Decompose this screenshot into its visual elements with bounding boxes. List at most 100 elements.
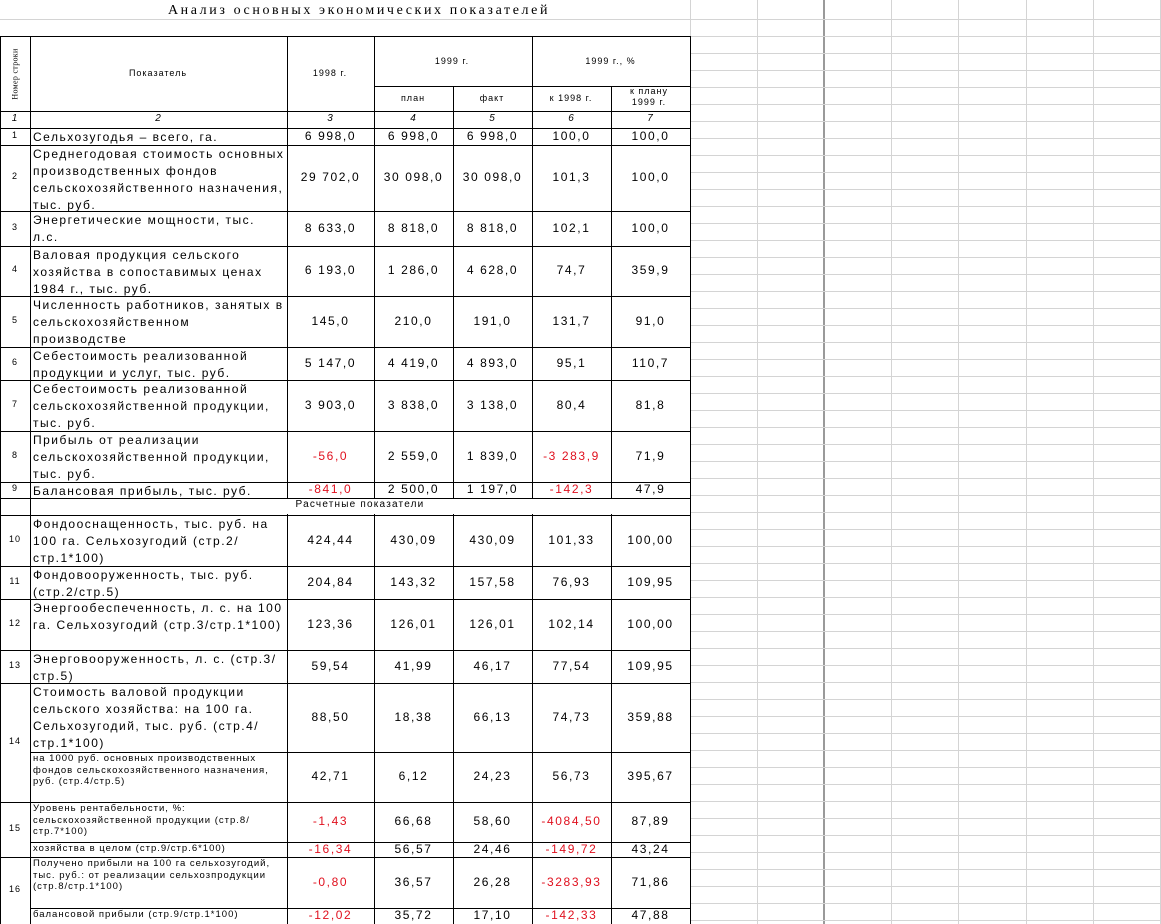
indicator-name: на 1000 руб. основных производственных ф… — [33, 753, 269, 787]
value-fact: 24,23 — [473, 769, 512, 783]
section-row-background — [31, 499, 689, 514]
gridline-horizontal — [690, 699, 1161, 700]
border-row — [0, 515, 690, 516]
gridline-horizontal — [690, 478, 1161, 479]
value-plan: 126,01 — [390, 616, 437, 631]
header-plan: план — [400, 93, 426, 103]
value-v1998: 8 633,0 — [304, 220, 357, 235]
indicator-name: Энергообеспеченность, л. с. на 100 га. С… — [33, 601, 283, 632]
value-to1998: 101,3 — [552, 170, 591, 184]
value-toplan: 359,9 — [631, 263, 670, 277]
gridline-horizontal — [690, 597, 1161, 598]
gridline-vertical — [757, 0, 758, 924]
value-v1998: 5 147,0 — [304, 355, 357, 370]
border-vertical — [30, 36, 31, 924]
border-vertical — [374, 36, 375, 924]
border-row — [0, 857, 690, 858]
value-toplan: 43,24 — [631, 841, 670, 856]
column-number: 2 — [155, 113, 162, 124]
value-plan: 66,68 — [394, 814, 433, 828]
gridline-horizontal — [690, 444, 1161, 445]
value-to1998: -142,33 — [545, 908, 598, 922]
row-number: 1 — [11, 129, 18, 140]
value-fact: 4 893,0 — [466, 355, 519, 370]
row-number: 4 — [11, 264, 18, 274]
value-v1998: -12,02 — [308, 908, 353, 922]
gridline-horizontal — [0, 19, 690, 20]
value-plan: 2 500,0 — [387, 482, 440, 496]
gridline-vertical — [1093, 0, 1094, 924]
gridline-horizontal — [690, 291, 1161, 292]
row-number: 7 — [11, 398, 18, 409]
value-to1998: -4084,50 — [541, 814, 602, 828]
value-fact: 3 138,0 — [466, 397, 519, 412]
value-toplan: 47,9 — [635, 482, 666, 496]
gridline-horizontal — [690, 546, 1161, 547]
border-row — [0, 599, 690, 600]
border-header-bottom — [0, 111, 690, 112]
border-row — [30, 842, 690, 843]
indicator-name: Сельхозугодья – всего, га. — [33, 130, 219, 144]
value-plan: 210,0 — [394, 313, 433, 328]
gridline-horizontal — [690, 53, 1161, 54]
gridline-horizontal — [690, 155, 1161, 156]
value-fact: 430,09 — [469, 532, 516, 547]
indicator-name: Фондовооруженность, тыс. руб. (стр.2/стр… — [33, 568, 254, 599]
value-plan: 56,57 — [394, 841, 433, 856]
border-row — [0, 296, 690, 297]
value-v1998: 424,44 — [307, 532, 354, 547]
gridline-vertical — [891, 0, 892, 924]
border-colnums-bottom — [0, 128, 690, 129]
gridline-horizontal — [690, 410, 1161, 411]
value-fact: 46,17 — [473, 658, 512, 673]
border-row — [0, 683, 690, 684]
value-toplan: 81,8 — [635, 397, 666, 412]
gridline-horizontal — [690, 648, 1161, 649]
border-vertical — [532, 36, 533, 924]
border-vertical — [690, 36, 691, 924]
border-row — [0, 498, 690, 499]
gridline-horizontal — [690, 682, 1161, 683]
border-row — [0, 482, 690, 483]
row-number: 3 — [11, 221, 18, 232]
value-v1998: -56,0 — [312, 448, 349, 463]
indicator-name: Стоимость валовой продукции сельского хо… — [33, 685, 260, 750]
value-v1998: 204,84 — [307, 574, 354, 589]
value-toplan: 100,00 — [627, 616, 674, 631]
value-toplan: 100,0 — [631, 220, 670, 235]
gridline-horizontal — [690, 784, 1161, 785]
value-v1998: 123,36 — [307, 616, 354, 631]
row-number: 14 — [8, 735, 21, 746]
indicator-name: Энергетические мощности, тыс. л.с. — [33, 213, 255, 244]
value-fact: 66,13 — [473, 709, 512, 724]
value-to1998: 102,14 — [548, 616, 595, 631]
border-vertical — [0, 36, 1, 924]
indicator-name: Численность работников, занятых в сельск… — [33, 298, 284, 346]
value-to1998: -3283,93 — [541, 874, 602, 889]
value-v1998: 145,0 — [311, 313, 350, 328]
value-v1998: 29 702,0 — [300, 170, 361, 184]
value-to1998: 80,4 — [556, 397, 587, 412]
value-to1998: -149,72 — [545, 841, 598, 856]
row-number: 5 — [11, 314, 18, 325]
gridline-horizontal — [690, 767, 1161, 768]
value-to1998: -3 283,9 — [543, 448, 600, 463]
value-toplan: 87,89 — [631, 814, 670, 828]
value-fact: 17,10 — [473, 908, 512, 922]
border-row — [30, 752, 690, 753]
value-plan: 2 559,0 — [387, 448, 440, 463]
header-1999-pct: 1999 г., % — [585, 56, 636, 66]
column-number: 6 — [568, 113, 575, 124]
value-plan: 6 998,0 — [387, 128, 440, 143]
column-number: 5 — [489, 113, 496, 124]
value-toplan: 71,86 — [631, 874, 670, 889]
gridline-horizontal — [690, 580, 1161, 581]
indicator-name: Валовая продукция сельского хозяйства в … — [33, 248, 263, 296]
indicator-name: Балансовая прибыль, тыс. руб. — [33, 484, 252, 498]
gridline-horizontal — [690, 342, 1161, 343]
value-toplan: 91,0 — [635, 313, 666, 328]
value-fact: 126,01 — [469, 616, 516, 631]
value-to1998: 74,73 — [552, 709, 591, 724]
gridline-horizontal — [690, 308, 1161, 309]
value-toplan: 109,95 — [627, 658, 674, 673]
